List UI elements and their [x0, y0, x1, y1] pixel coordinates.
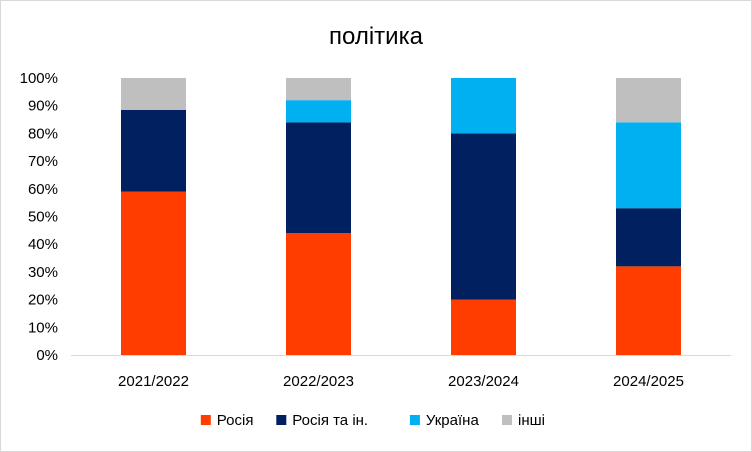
bar-segment: [451, 133, 516, 300]
legend-label: Росія: [217, 412, 254, 429]
chart-title: політика: [329, 23, 423, 50]
y-tick-label: 80%: [28, 125, 58, 142]
legend-label: Україна: [426, 412, 480, 429]
bar-segment: [616, 266, 681, 355]
bar-segment: [451, 78, 516, 134]
y-tick-label: 30%: [28, 264, 58, 281]
bar-segment: [616, 122, 681, 209]
bar-segment: [121, 191, 186, 355]
legend-label: Росія та ін.: [292, 412, 368, 429]
bar-segment: [286, 78, 351, 101]
y-tick-label: 20%: [28, 292, 58, 309]
bar-segment: [616, 208, 681, 267]
x-tick-label: 2024/2025: [613, 373, 684, 390]
x-tick-label: 2022/2023: [283, 373, 354, 390]
y-tick-label: 60%: [28, 181, 58, 198]
legend-swatch: [502, 415, 512, 425]
bar-segment: [616, 78, 681, 123]
bar-segment: [121, 78, 186, 110]
bar-segment: [286, 122, 351, 234]
y-tick-label: 100%: [20, 70, 58, 87]
legend-swatch: [409, 415, 420, 425]
x-tick-label: 2023/2024: [448, 373, 519, 390]
y-tick-label: 90%: [28, 98, 58, 115]
bar-segment: [121, 109, 186, 192]
bar-segment: [286, 233, 351, 355]
legend-label: інші: [518, 412, 545, 429]
y-tick-label: 0%: [36, 347, 58, 364]
bar-segment: [286, 100, 351, 123]
y-tick-label: 50%: [28, 209, 58, 226]
y-tick-label: 10%: [28, 319, 58, 336]
y-tick-label: 70%: [28, 153, 58, 170]
y-tick-label: 40%: [28, 236, 58, 253]
x-tick-label: 2021/2022: [118, 373, 189, 390]
legend-swatch: [276, 415, 287, 425]
bar-segment: [451, 299, 516, 355]
legend-swatch: [200, 415, 211, 425]
